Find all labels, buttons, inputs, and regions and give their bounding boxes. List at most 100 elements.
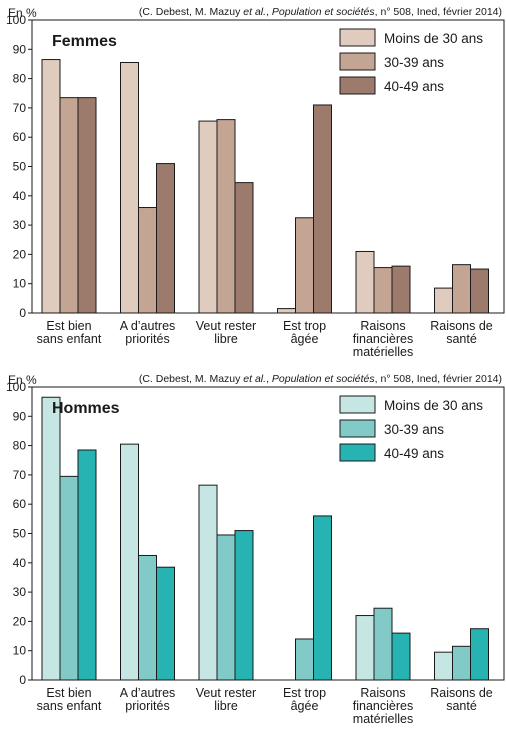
source-prefix: (C. Debest, M. Mazuy xyxy=(138,373,244,385)
y-tick-label: 20 xyxy=(13,247,27,261)
legend-swatch xyxy=(339,52,376,71)
category-label: priorités xyxy=(125,699,169,713)
source-etal: et al. xyxy=(243,373,267,385)
legend-label: Moins de 30 ans xyxy=(384,398,483,413)
legend-label: Moins de 30 ans xyxy=(384,31,483,46)
bar xyxy=(373,607,393,681)
y-tick-label: 80 xyxy=(13,439,27,453)
y-tick-label: 90 xyxy=(13,42,27,56)
category-label: matérielles xyxy=(353,712,413,726)
category-label: financières xyxy=(353,332,413,346)
bar xyxy=(313,104,332,314)
y-tick-label: 60 xyxy=(13,497,27,511)
y-tick-label: 40 xyxy=(13,189,27,203)
category-label: Est bien xyxy=(46,319,91,333)
bar xyxy=(234,530,254,681)
source-prefix: (C. Debest, M. Mazuy xyxy=(138,6,244,18)
source-note: (C. Debest, M. Mazuy et al., Population … xyxy=(139,373,502,385)
legend-swatch xyxy=(339,76,376,95)
bar xyxy=(138,207,157,314)
bar xyxy=(295,217,314,314)
y-tick-label: 60 xyxy=(13,130,27,144)
bar xyxy=(391,632,411,681)
source-note: (C. Debest, M. Mazuy et al., Population … xyxy=(139,6,502,18)
y-tick-label: 20 xyxy=(13,614,27,628)
source-suffix: , n° 508, Ined, février 2014) xyxy=(374,6,502,18)
bar xyxy=(373,267,393,314)
bar xyxy=(59,475,79,681)
bar xyxy=(391,265,411,314)
y-tick-label: 70 xyxy=(13,101,27,115)
bar xyxy=(295,638,314,681)
chart-panel-hommes: En % (C. Debest, M. Mazuy et al., Popula… xyxy=(0,367,506,734)
bar xyxy=(434,651,453,681)
bar xyxy=(120,61,139,314)
bar xyxy=(470,628,489,681)
category-label: santé xyxy=(446,332,477,346)
category-label: A d’autres xyxy=(120,686,176,700)
source-suffix: , n° 508, Ined, février 2014) xyxy=(374,373,502,385)
y-tick-label: 30 xyxy=(13,218,27,232)
legend-swatch xyxy=(339,28,376,47)
category-label: Est trop xyxy=(283,319,326,333)
legend-swatch xyxy=(339,395,376,414)
category-label: âgée xyxy=(291,699,319,713)
y-tick-label: 0 xyxy=(19,306,26,320)
category-label: A d’autres xyxy=(120,319,176,333)
category-label: libre xyxy=(214,332,238,346)
category-label: sans enfant xyxy=(37,699,102,713)
legend-swatch xyxy=(339,419,376,438)
chart-title: Hommes xyxy=(52,400,120,417)
bar xyxy=(216,534,236,681)
category-label: Veut rester xyxy=(196,319,256,333)
bar xyxy=(470,268,489,314)
y-tick-label: 10 xyxy=(13,277,27,291)
bar xyxy=(77,97,97,314)
bar xyxy=(452,264,471,314)
bar xyxy=(452,645,471,681)
y-tick-label: 100 xyxy=(6,13,26,27)
category-label: matérielles xyxy=(353,345,413,359)
source-etal: et al. xyxy=(243,6,267,18)
category-label: financières xyxy=(353,699,413,713)
source-journal: Population et sociétés xyxy=(271,6,375,18)
legend-label: 40-49 ans xyxy=(384,446,444,461)
y-tick-label: 70 xyxy=(13,468,27,482)
bar xyxy=(434,287,453,314)
bar xyxy=(216,119,236,314)
legend-label: 40-49 ans xyxy=(384,79,444,94)
y-tick-label: 40 xyxy=(13,556,27,570)
category-label: sans enfant xyxy=(37,332,102,346)
legend-label: 30-39 ans xyxy=(384,422,444,437)
bar xyxy=(156,163,175,314)
chart-panel-femmes: En % (C. Debest, M. Mazuy et al., Popula… xyxy=(6,6,505,359)
category-label: Est trop xyxy=(283,686,326,700)
y-unit-label: En % xyxy=(8,373,37,387)
category-label: Raisons de xyxy=(430,686,493,700)
bar xyxy=(120,443,139,681)
category-label: Raisons de xyxy=(430,319,493,333)
category-label: Raisons xyxy=(360,319,405,333)
source-sep: , xyxy=(266,373,272,385)
source-journal: Population et sociétés xyxy=(271,373,375,385)
y-unit-label: En % xyxy=(8,6,37,20)
category-label: libre xyxy=(214,699,238,713)
bar xyxy=(277,308,296,314)
bar xyxy=(355,250,375,314)
source-sep: , xyxy=(266,6,272,18)
category-label: priorités xyxy=(125,332,169,346)
y-tick-label: 50 xyxy=(13,160,27,174)
bar xyxy=(156,566,175,681)
y-tick-label: 10 xyxy=(13,644,27,658)
chart-title: Femmes xyxy=(52,33,117,50)
bar xyxy=(355,615,375,681)
bar xyxy=(198,120,218,314)
bar xyxy=(198,484,218,681)
category-label: santé xyxy=(446,699,477,713)
category-label: âgée xyxy=(291,332,319,346)
legend-label: 30-39 ans xyxy=(384,55,444,70)
legend-swatch xyxy=(339,443,376,462)
y-tick-label: 30 xyxy=(13,585,27,599)
bar xyxy=(41,59,61,314)
